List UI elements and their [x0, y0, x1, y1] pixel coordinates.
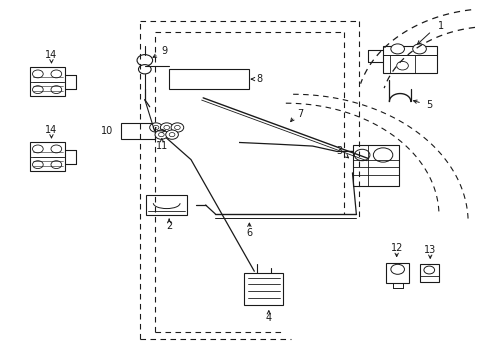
FancyBboxPatch shape: [352, 145, 398, 186]
Circle shape: [423, 266, 434, 274]
Circle shape: [32, 161, 43, 168]
Circle shape: [163, 125, 169, 130]
Text: 9: 9: [161, 46, 167, 56]
FancyBboxPatch shape: [244, 273, 283, 305]
Circle shape: [372, 148, 392, 162]
Text: 1: 1: [437, 21, 444, 31]
FancyBboxPatch shape: [146, 195, 187, 215]
Text: 7: 7: [297, 109, 303, 119]
Circle shape: [390, 44, 404, 54]
FancyBboxPatch shape: [30, 142, 65, 171]
Circle shape: [32, 70, 43, 78]
FancyBboxPatch shape: [419, 264, 438, 282]
Circle shape: [149, 123, 162, 132]
Text: 8: 8: [256, 74, 262, 84]
Text: 4: 4: [265, 313, 271, 323]
Circle shape: [169, 132, 175, 137]
Circle shape: [390, 264, 404, 274]
Text: 3: 3: [336, 147, 342, 157]
Circle shape: [32, 86, 43, 94]
Circle shape: [51, 145, 61, 153]
Text: 10: 10: [101, 126, 113, 136]
Circle shape: [51, 86, 61, 94]
Circle shape: [160, 123, 173, 132]
Text: 2: 2: [165, 221, 172, 231]
Text: 11: 11: [155, 141, 167, 151]
FancyBboxPatch shape: [120, 123, 154, 139]
Circle shape: [171, 123, 183, 132]
Text: 12: 12: [390, 243, 402, 253]
Text: 13: 13: [423, 245, 435, 255]
Circle shape: [165, 130, 178, 139]
Text: 14: 14: [45, 125, 58, 135]
Text: 14: 14: [45, 50, 58, 60]
Circle shape: [138, 64, 151, 74]
Circle shape: [51, 161, 61, 168]
Circle shape: [137, 55, 152, 66]
Text: 6: 6: [246, 228, 252, 238]
Circle shape: [153, 125, 159, 130]
FancyBboxPatch shape: [385, 262, 408, 283]
Circle shape: [155, 130, 167, 139]
Circle shape: [396, 62, 407, 70]
FancyBboxPatch shape: [30, 67, 65, 96]
Circle shape: [174, 125, 180, 130]
FancyBboxPatch shape: [382, 46, 436, 73]
Circle shape: [412, 44, 426, 54]
Circle shape: [32, 145, 43, 153]
FancyBboxPatch shape: [169, 69, 249, 89]
Circle shape: [354, 149, 369, 161]
Text: 5: 5: [425, 100, 431, 110]
Circle shape: [51, 70, 61, 78]
Circle shape: [158, 132, 164, 137]
